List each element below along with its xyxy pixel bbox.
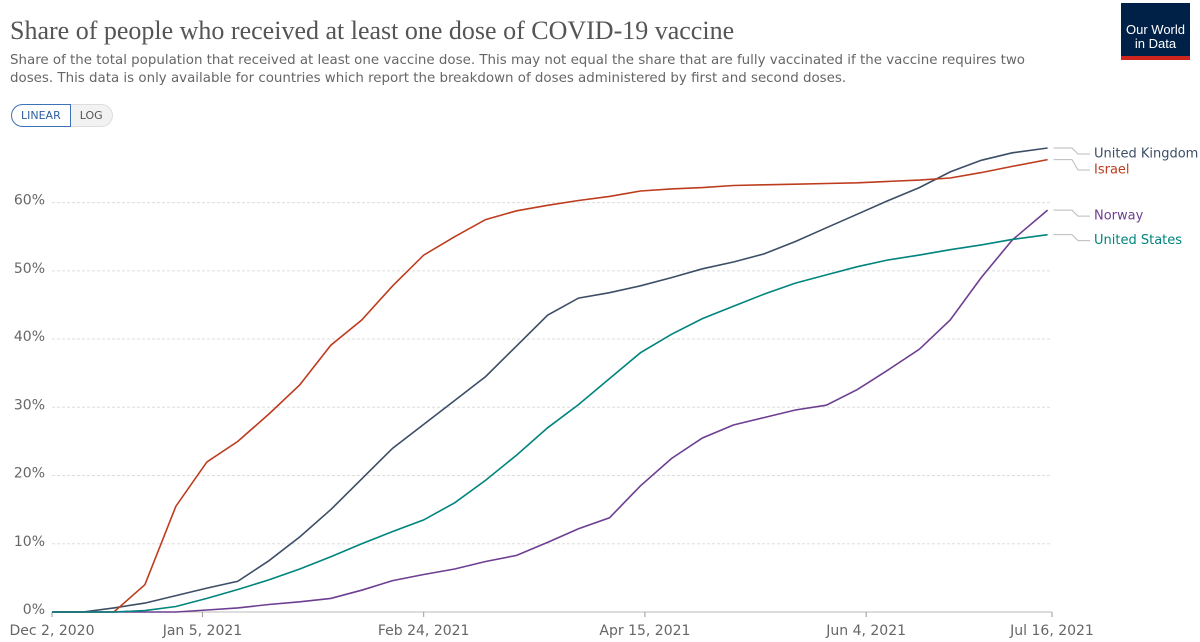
legend-label: Israel [1094,163,1130,178]
series-line [52,233,1048,613]
legend-connector [1053,234,1090,242]
legend-connector [1053,147,1090,155]
y-tick-label: 60% [14,193,45,209]
logo-text: Our World [1126,22,1185,37]
y-tick-label: 0% [23,602,45,618]
x-tick-label: Jul 16, 2021 [1009,623,1094,639]
log-button[interactable]: LOG [70,104,113,127]
legend-connector [1053,209,1090,217]
y-tick-label: 10% [14,534,45,550]
scale-toggle: LINEAR LOG [11,104,113,127]
linear-button[interactable]: LINEAR [11,104,71,127]
subtitle: Share of the total population that recei… [10,53,1025,86]
legend-label: Norway [1094,209,1144,224]
x-tick-label: Dec 2, 2020 [10,623,95,639]
x-tick-label: Jan 5, 2021 [162,623,242,639]
series-line [52,158,1048,613]
x-tick-label: Jun 4, 2021 [825,623,906,639]
legend-connector [1053,159,1090,171]
legend-label: United Kingdom [1094,147,1198,162]
y-tick-label: 20% [14,466,45,482]
x-tick-label: Apr 15, 2021 [599,623,690,639]
logo[interactable]: Our World in Data [1121,3,1190,60]
legend-label: United States [1094,233,1182,248]
series-line [52,147,1048,613]
title: Share of people who received at least on… [10,16,735,45]
series-line [52,209,1049,613]
x-tick-label: Feb 24, 2021 [378,623,470,639]
y-tick-label: 30% [14,397,45,413]
logo-text: in Data [1134,36,1177,51]
y-tick-label: 50% [14,261,45,277]
y-tick-label: 40% [14,329,45,345]
